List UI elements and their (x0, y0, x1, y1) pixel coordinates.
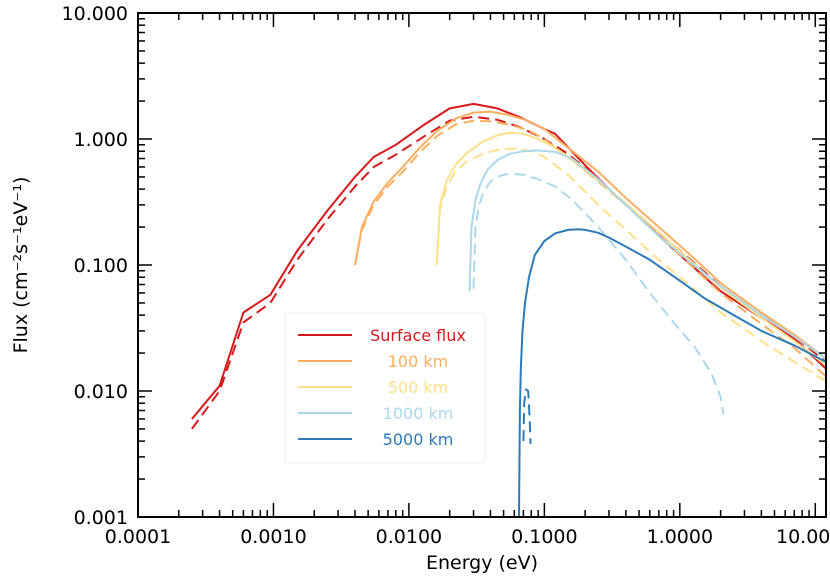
x-tick-label: 10.0000 (776, 526, 830, 548)
axis-ticks (137, 12, 826, 518)
y-tick-label: 0.100 (74, 255, 128, 277)
legend-label-1000-km: 1000 km (383, 404, 454, 423)
x-axis-title: Energy (eV) (426, 552, 538, 574)
legend-box (284, 312, 486, 464)
x-tick-label: 1.0000 (647, 526, 713, 548)
legend-label-100-km: 100 km (388, 352, 448, 371)
series-line-5000-km (518, 228, 826, 517)
axis-tick-labels: 0.0001 0.0010 0.0100 0.1000 1.0000 10.0000 0.0… (62, 3, 830, 548)
legend-label-surface-flux: Surface flux (370, 326, 466, 345)
y-tick-label: 10.000 (62, 3, 128, 25)
series-line-100-km-dashed (354, 119, 826, 378)
y-tick-label: 0.010 (74, 381, 128, 403)
series-line-surface-flux-dashed (191, 115, 826, 430)
legend: Surface flux 100 km 500 km 1000 km 5000 km (284, 312, 486, 464)
series-line-5000-km-dashed (522, 388, 532, 444)
y-tick-label: 1.000 (74, 129, 128, 151)
series-line-500-km-dashed (435, 147, 826, 382)
series-line-1000-km (468, 149, 826, 360)
y-axis-title: Flux (cm⁻²s⁻¹eV⁻¹) (10, 177, 32, 354)
y-tick-label: 0.001 (74, 507, 128, 529)
series-line-1000-km-dashed (472, 172, 725, 415)
x-tick-label: 0.1000 (511, 526, 577, 548)
x-tick-label: 0.0100 (376, 526, 442, 548)
chart-series-group (191, 102, 826, 517)
legend-label-5000-km: 5000 km (383, 430, 454, 449)
legend-label-500-km: 500 km (388, 378, 448, 397)
series-line-100-km (354, 110, 826, 360)
x-tick-label: 0.0010 (240, 526, 306, 548)
x-tick-label: 0.0001 (105, 526, 171, 548)
